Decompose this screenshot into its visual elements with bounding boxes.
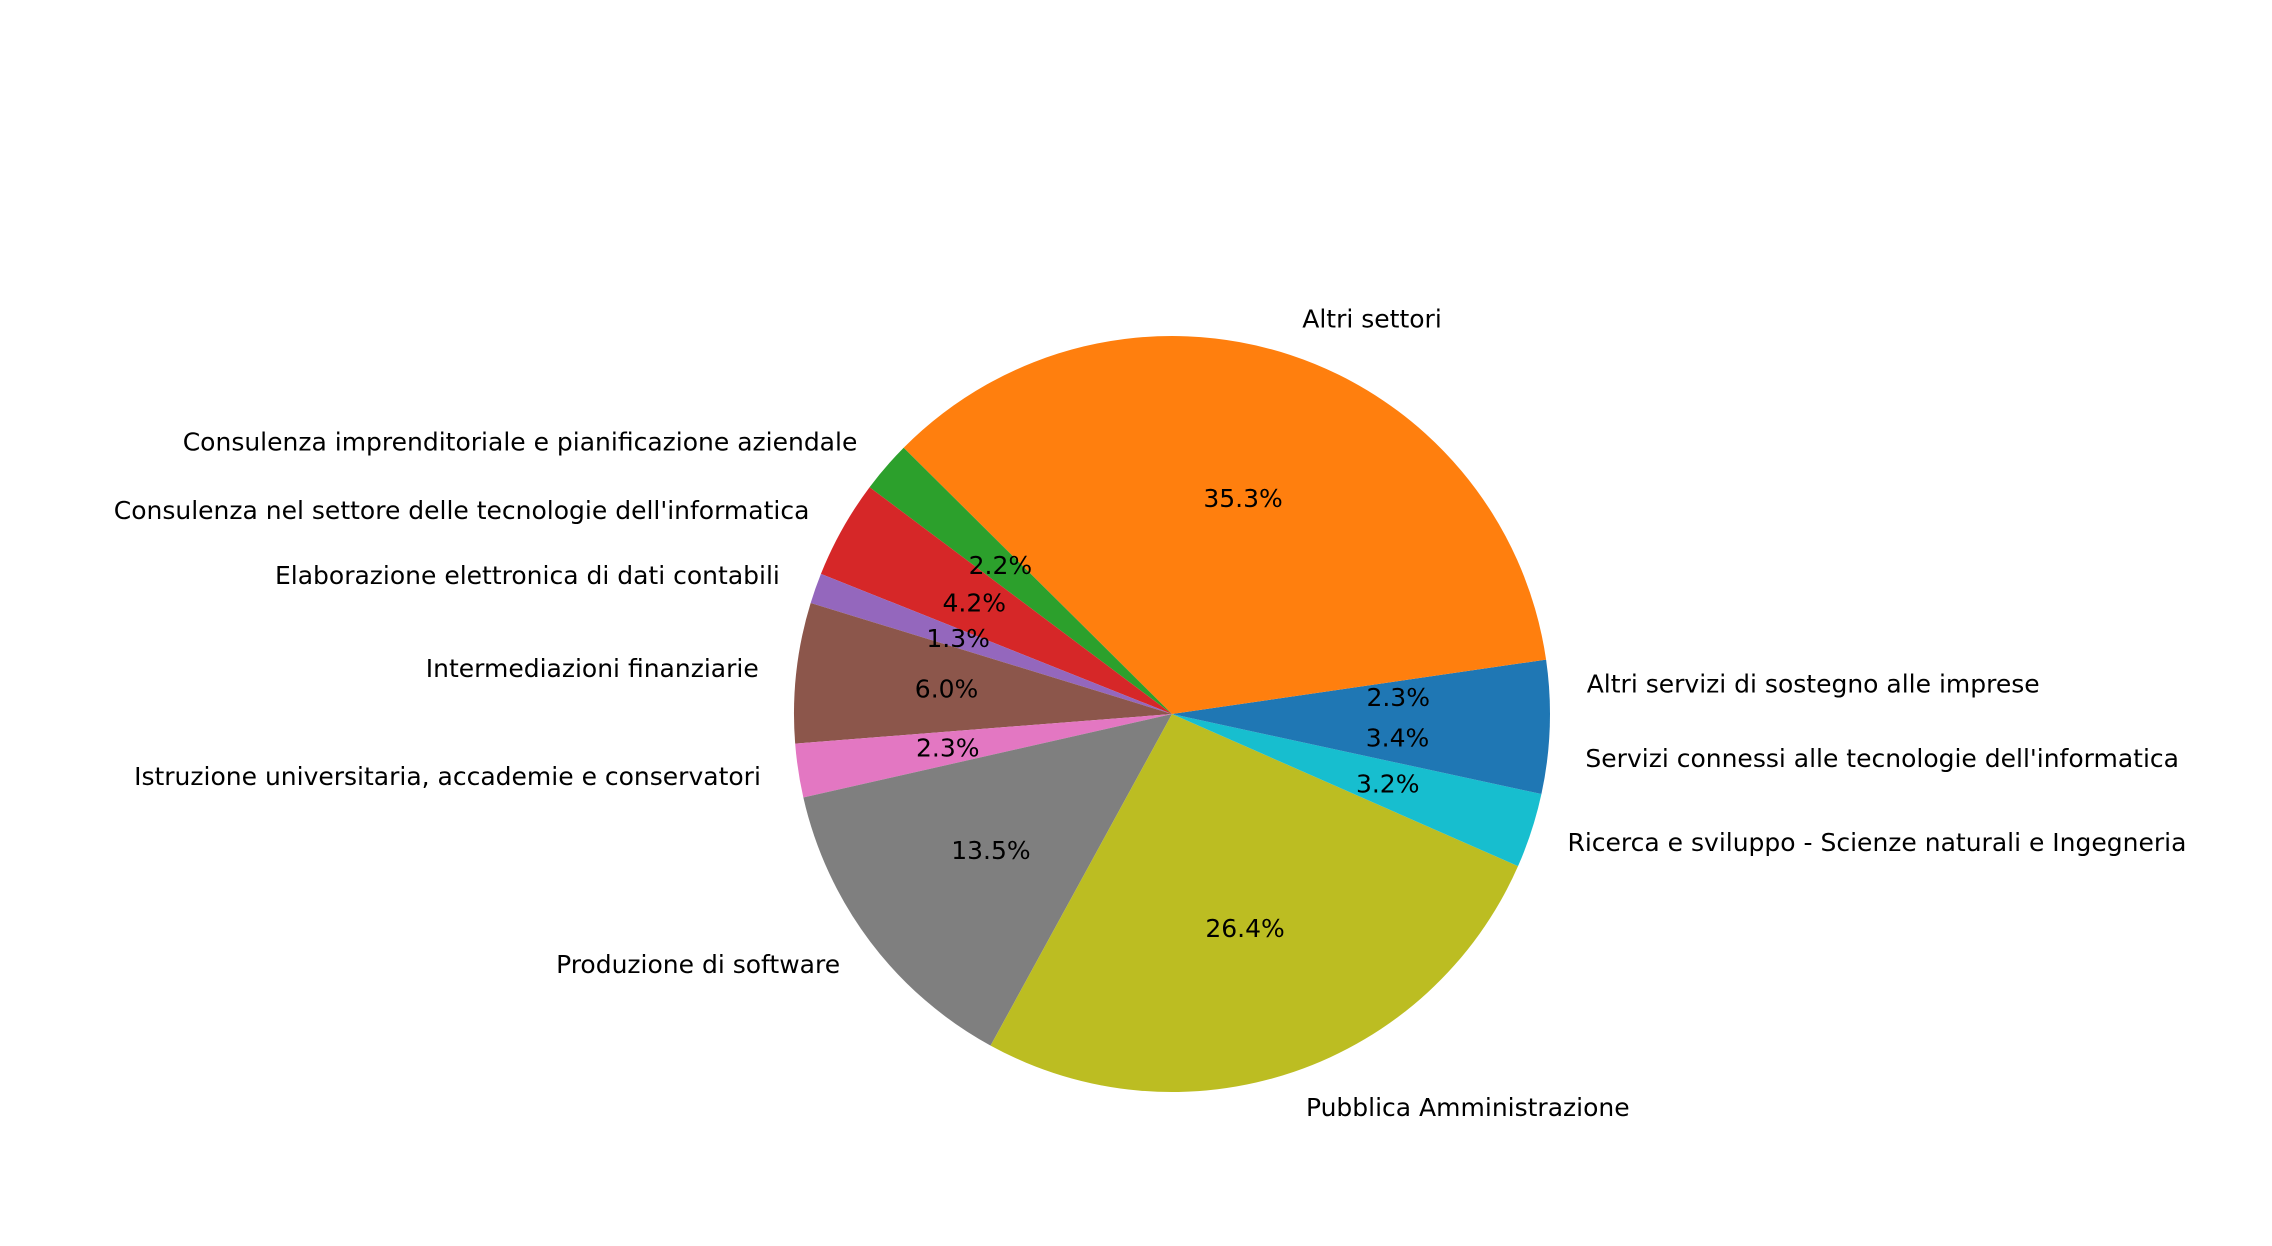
pie-slice-intermediazioni-finanziarie: [793, 602, 1172, 744]
category-labels: Altri servizi di sostegno alle imprese Al…: [114, 305, 2187, 1123]
pie-slice-altri-servizi-di-sostegno-alle-imprese: [1172, 659, 1550, 714]
pct-label-istruzione-universitaria-accademie-e-conservatori: 2.3%: [916, 734, 980, 763]
pct-label-servizi-connessi-alle-tecnologie-dell-informatica: 3.4%: [1366, 724, 1430, 753]
slice-label-altri-servizi-di-sostegno-alle-imprese: Altri servizi di sostegno alle imprese: [1587, 670, 2040, 699]
slice-label-istruzione-universitaria-accademie-e-conservatori: Istruzione universitaria, accademie e co…: [134, 762, 761, 791]
pct-label-produzione-di-software: 13.5%: [951, 836, 1030, 865]
pct-label-altri-servizi-di-sostegno-alle-imprese: 2.3%: [1366, 683, 1430, 712]
slice-label-elaborazione-elettronica-di-dati-contabili: Elaborazione elettronica di dati contabi…: [275, 561, 780, 590]
pie-slice-consulenza-imprenditoriale-e-pianificazione-aziendale: [869, 447, 1172, 714]
percentage-labels: 2.3% 35.3% 2.2% 4.2% 1.3% 6.0% 2.3% 13.5% 26.4% 3…: [915, 484, 1430, 943]
slice-label-consulenza-imprenditoriale-e-pianificazione-aziendale: Consulenza imprenditoriale e pianificazi…: [183, 428, 858, 457]
pie-slice-pubblica-amministrazione: [990, 714, 1519, 1092]
pie-slice-istruzione-universitaria-accademie-e-conservatori: [795, 714, 1172, 798]
pct-label-ricerca-e-sviluppo-scienze-naturali-e-ingegneria: 3.2%: [1356, 770, 1420, 799]
pie-slice-altri-settori: [903, 335, 1547, 714]
pie-slice-consulenza-nel-settore-delle-tecnologie-dell-informatica: [820, 487, 1172, 714]
slice-label-pubblica-amministrazione: Pubblica Amministrazione: [1306, 1093, 1630, 1122]
pie-slices: [793, 335, 1550, 1092]
pct-label-altri-settori: 35.3%: [1203, 484, 1282, 513]
slice-label-intermediazioni-finanziarie: Intermediazioni finanziarie: [426, 654, 759, 683]
slice-label-consulenza-nel-settore-delle-tecnologie-dell-informatica: Consulenza nel settore delle tecnologie …: [114, 496, 810, 525]
pct-label-consulenza-imprenditoriale-e-pianificazione-aziendale: 2.2%: [969, 551, 1033, 580]
pie-slice-produzione-di-software: [803, 714, 1172, 1046]
pie-slice-ricerca-e-sviluppo-scienze-naturali-e-ingegneria: [1172, 714, 1542, 867]
slice-label-altri-settori: Altri settori: [1302, 305, 1442, 334]
pct-label-pubblica-amministrazione: 26.4%: [1205, 914, 1284, 943]
slice-label-produzione-di-software: Produzione di software: [556, 950, 840, 979]
pct-label-consulenza-nel-settore-delle-tecnologie-dell-informatica: 4.2%: [942, 588, 1006, 617]
pie-slice-elaborazione-elettronica-di-dati-contabili: [810, 573, 1172, 714]
slice-label-servizi-connessi-alle-tecnologie-dell-informatica: Servizi connessi alle tecnologie dell'in…: [1585, 744, 2179, 773]
pct-label-elaborazione-elettronica-di-dati-contabili: 1.3%: [926, 624, 990, 653]
pct-label-intermediazioni-finanziarie: 6.0%: [915, 675, 979, 704]
pie-slice-servizi-connessi-alle-tecnologie-dell-informatica: [1172, 714, 1550, 795]
slice-label-ricerca-e-sviluppo-scienze-naturali-e-ingegneria: Ricerca e sviluppo - Scienze naturali e …: [1567, 828, 2186, 857]
